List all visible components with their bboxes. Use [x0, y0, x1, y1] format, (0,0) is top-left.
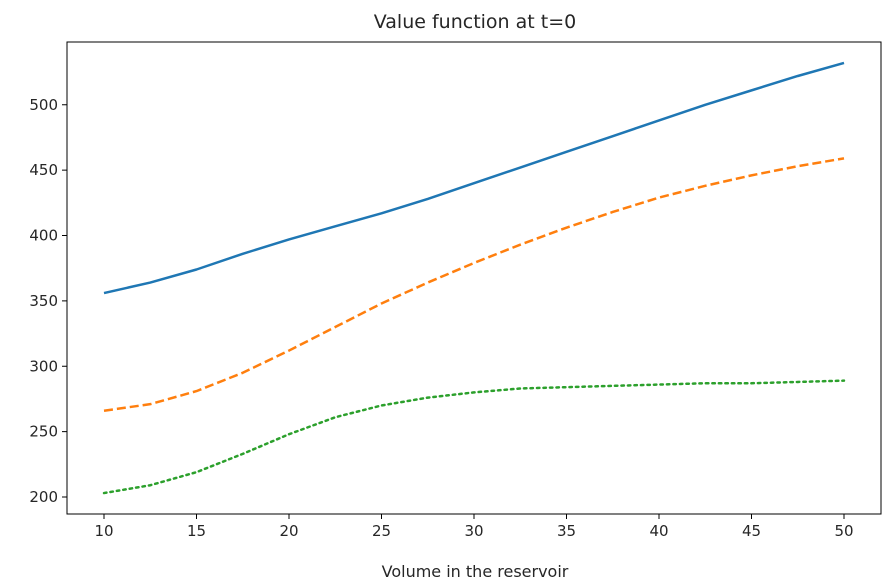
series-line-2	[103, 157, 845, 412]
x-tick-label: 50	[834, 522, 853, 540]
x-tick-label: 15	[187, 522, 206, 540]
x-tick-label: 30	[464, 522, 483, 540]
series-layer	[102, 61, 846, 495]
plot-frame	[66, 41, 882, 515]
y-axis-ticks: 200 250 300 350 400 450 500	[29, 96, 67, 506]
y-tick-label: 350	[29, 292, 58, 310]
x-tick-label: 20	[279, 522, 298, 540]
y-tick-label: 450	[29, 161, 58, 179]
y-tick-label: 500	[29, 96, 58, 114]
y-tick-label: 300	[29, 357, 58, 375]
x-tick-label: 40	[649, 522, 668, 540]
x-axis-label: Volume in the reservoir	[382, 562, 569, 581]
y-tick-label: 200	[29, 488, 58, 506]
series-line-3	[102, 379, 846, 495]
x-tick-label: 10	[94, 522, 113, 540]
x-axis-ticks: 10 15 20 25 30 35 40 45 50	[94, 514, 854, 540]
series-line-1	[103, 61, 845, 295]
y-tick-label: 250	[29, 423, 58, 441]
x-tick-label: 35	[557, 522, 576, 540]
x-tick-label: 45	[742, 522, 761, 540]
y-tick-label: 400	[29, 227, 58, 245]
chart-title: Value function at t=0	[374, 11, 576, 33]
x-tick-label: 25	[372, 522, 391, 540]
